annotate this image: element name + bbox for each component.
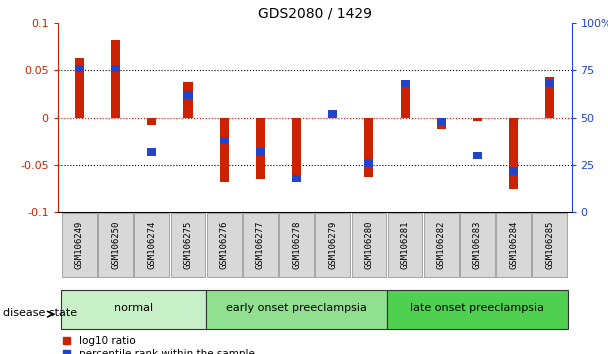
Text: GSM106280: GSM106280 (364, 221, 373, 269)
Text: GSM106282: GSM106282 (437, 221, 446, 269)
Bar (147, 118, 156, 125)
Bar (219, 137, 229, 144)
Text: GSM106274: GSM106274 (147, 221, 156, 269)
Text: early onset preeclampsia: early onset preeclampsia (226, 303, 367, 313)
Text: GSM106250: GSM106250 (111, 221, 120, 269)
FancyBboxPatch shape (171, 213, 206, 277)
Text: GSM106279: GSM106279 (328, 221, 337, 269)
Text: GSM106249: GSM106249 (75, 221, 84, 269)
Bar (111, 40, 120, 118)
Bar (328, 113, 337, 118)
Bar (437, 118, 446, 129)
Text: normal: normal (114, 303, 153, 313)
Bar (256, 118, 265, 179)
Text: GSM106284: GSM106284 (509, 221, 518, 269)
Title: GDS2080 / 1429: GDS2080 / 1429 (258, 6, 371, 21)
FancyBboxPatch shape (279, 213, 314, 277)
Text: GSM106276: GSM106276 (219, 221, 229, 269)
Bar (75, 65, 84, 72)
FancyBboxPatch shape (61, 290, 206, 329)
Bar (328, 110, 337, 118)
Text: GSM106275: GSM106275 (184, 221, 193, 269)
Bar (292, 118, 301, 179)
FancyBboxPatch shape (496, 213, 531, 277)
Text: late onset preeclampsia: late onset preeclampsia (410, 303, 544, 313)
FancyBboxPatch shape (387, 290, 568, 329)
Bar (292, 175, 301, 182)
Bar (401, 82, 410, 118)
FancyBboxPatch shape (206, 290, 387, 329)
Bar (437, 118, 446, 125)
Bar (184, 91, 193, 99)
FancyBboxPatch shape (134, 213, 169, 277)
Bar (545, 77, 554, 118)
Text: GSM106285: GSM106285 (545, 221, 554, 269)
Bar (401, 80, 410, 87)
Bar (509, 118, 518, 189)
Text: GSM106277: GSM106277 (256, 221, 265, 269)
Text: disease state: disease state (3, 308, 77, 318)
Bar (473, 118, 482, 121)
Bar (75, 58, 84, 118)
FancyBboxPatch shape (388, 213, 423, 277)
FancyBboxPatch shape (533, 213, 567, 277)
Bar (256, 148, 265, 155)
Legend: log10 ratio, percentile rank within the sample: log10 ratio, percentile rank within the … (63, 336, 255, 354)
FancyBboxPatch shape (207, 213, 241, 277)
Bar (473, 152, 482, 159)
Text: GSM106278: GSM106278 (292, 221, 301, 269)
Text: GSM106283: GSM106283 (473, 221, 482, 269)
Bar (364, 118, 373, 177)
Bar (364, 159, 373, 167)
Bar (545, 80, 554, 87)
FancyBboxPatch shape (243, 213, 278, 277)
FancyBboxPatch shape (424, 213, 458, 277)
Bar (111, 65, 120, 72)
FancyBboxPatch shape (460, 213, 495, 277)
Bar (147, 148, 156, 155)
FancyBboxPatch shape (98, 213, 133, 277)
FancyBboxPatch shape (316, 213, 350, 277)
Bar (184, 82, 193, 118)
Text: GSM106281: GSM106281 (401, 221, 410, 269)
FancyBboxPatch shape (351, 213, 386, 277)
Bar (219, 118, 229, 182)
Bar (509, 167, 518, 175)
FancyBboxPatch shape (62, 213, 97, 277)
